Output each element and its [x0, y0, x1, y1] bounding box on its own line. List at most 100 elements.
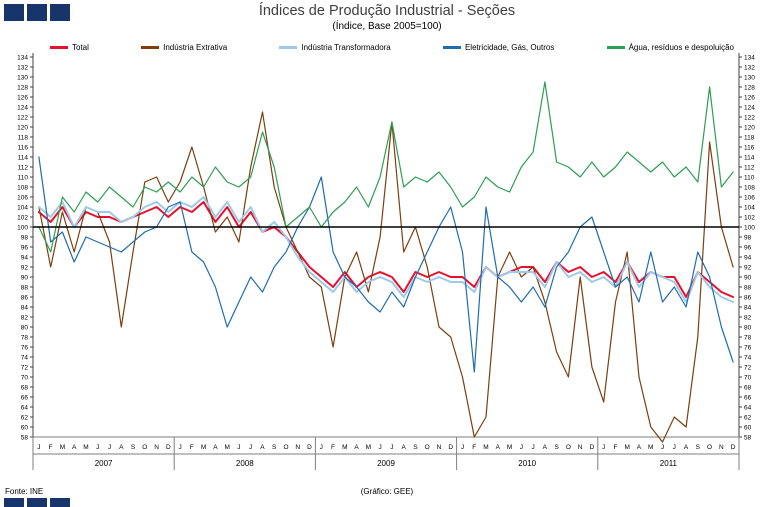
month-label: M [201, 444, 206, 451]
y-tick-label: 58 [744, 434, 752, 441]
month-label: F [613, 444, 617, 451]
y-tick-label: 134 [17, 54, 28, 61]
y-tick-label: 132 [744, 64, 755, 71]
series-line-3 [38, 156, 734, 373]
y-tick-label: 100 [744, 224, 755, 231]
legend-label: Total [72, 42, 89, 52]
month-label: J [378, 444, 381, 451]
y-tick-label: 94 [744, 254, 752, 261]
y-tick-label: 86 [744, 294, 752, 301]
y-tick-label: 80 [21, 324, 29, 331]
month-label: A [637, 444, 642, 451]
y-tick-label: 82 [744, 314, 752, 321]
y-tick-label: 84 [21, 304, 29, 311]
y-tick-label: 92 [744, 264, 752, 271]
y-tick-label: 104 [17, 204, 28, 211]
y-tick-label: 90 [744, 274, 752, 281]
y-tick-label: 82 [21, 314, 29, 321]
y-tick-label: 78 [744, 334, 752, 341]
y-tick-label: 106 [17, 194, 28, 201]
month-label: O [283, 444, 288, 451]
month-label: A [401, 444, 406, 451]
month-label: D [307, 444, 312, 451]
source-note: Fonte: INE [5, 487, 44, 496]
month-label: N [295, 444, 300, 451]
month-label: F [472, 444, 476, 451]
line-chart: 58 58 60 60 62 62 64 64 66 66 68 68 70 70 72 72 74 74 76 76… [17, 53, 755, 470]
month-label: M [507, 444, 512, 451]
month-label: J [673, 444, 676, 451]
month-label: J [390, 444, 393, 451]
y-tick-label: 114 [18, 154, 29, 161]
month-label: J [108, 444, 111, 451]
y-tick-label: 128 [744, 84, 755, 91]
month-label: M [60, 444, 65, 451]
month-label: S [696, 444, 701, 451]
y-tick-label: 110 [744, 174, 755, 181]
y-tick-label: 64 [21, 404, 29, 411]
month-label: J [520, 444, 523, 451]
month-label: F [49, 444, 53, 451]
y-tick-label: 70 [21, 374, 29, 381]
y-tick-label: 118 [18, 134, 29, 141]
month-label: M [483, 444, 488, 451]
y-tick-label: 78 [21, 334, 29, 341]
y-tick-label: 108 [744, 184, 755, 191]
month-label: D [448, 444, 453, 451]
y-tick-label: 112 [18, 164, 29, 171]
month-label: J [178, 444, 181, 451]
y-tick-label: 68 [744, 384, 752, 391]
y-tick-label: 110 [18, 174, 29, 181]
y-tick-label: 120 [744, 124, 755, 131]
month-label: M [625, 444, 630, 451]
month-label: J [461, 444, 464, 451]
legend-item-3: Eletricidade, Gás, Outros [442, 43, 554, 52]
y-tick-label: 116 [744, 144, 755, 151]
y-tick-label: 58 [21, 434, 29, 441]
legend-label: Água, resíduos e despoluição [628, 42, 734, 52]
month-label: A [354, 444, 359, 451]
y-tick-label: 106 [744, 194, 755, 201]
month-label: M [342, 444, 347, 451]
y-tick-label: 120 [17, 124, 28, 131]
month-label: A [119, 444, 124, 451]
month-label: N [154, 444, 159, 451]
series-line-2 [37, 196, 735, 303]
month-label: A [684, 444, 689, 451]
year-label: 2007 [95, 459, 113, 468]
y-tick-label: 118 [744, 134, 755, 141]
y-tick-label: 134 [744, 54, 755, 61]
y-tick-label: 60 [21, 424, 29, 431]
y-tick-label: 126 [17, 94, 28, 101]
y-tick-label: 74 [21, 354, 29, 361]
y-tick-label: 130 [17, 74, 28, 81]
logo-square [50, 4, 70, 21]
year-label: 2010 [518, 459, 536, 468]
month-label: S [554, 444, 559, 451]
y-tick-label: 80 [744, 324, 752, 331]
y-tick-label: 102 [17, 214, 28, 221]
y-tick-label: 108 [17, 184, 28, 191]
y-tick-label: 72 [21, 364, 29, 371]
y-tick-label: 122 [744, 114, 755, 121]
legend-swatch [50, 45, 68, 49]
y-tick-label: 88 [21, 284, 29, 291]
legend-label: Indústria Extrativa [163, 42, 228, 52]
logo-square [27, 498, 47, 507]
logo-bottom [4, 498, 70, 507]
legend-swatch [442, 45, 461, 49]
y-tick-label: 84 [744, 304, 752, 311]
month-label: M [224, 444, 229, 451]
y-tick-label: 62 [21, 414, 29, 421]
month-label: M [366, 444, 371, 451]
y-tick-label: 96 [744, 244, 752, 251]
legend-swatch [279, 45, 298, 49]
y-tick-label: 76 [744, 344, 752, 351]
month-label: N [437, 444, 442, 451]
logo-square [27, 4, 47, 21]
month-label: M [83, 444, 88, 451]
month-label: J [661, 444, 664, 451]
y-tick-label: 98 [744, 234, 752, 241]
y-tick-label: 90 [21, 274, 29, 281]
